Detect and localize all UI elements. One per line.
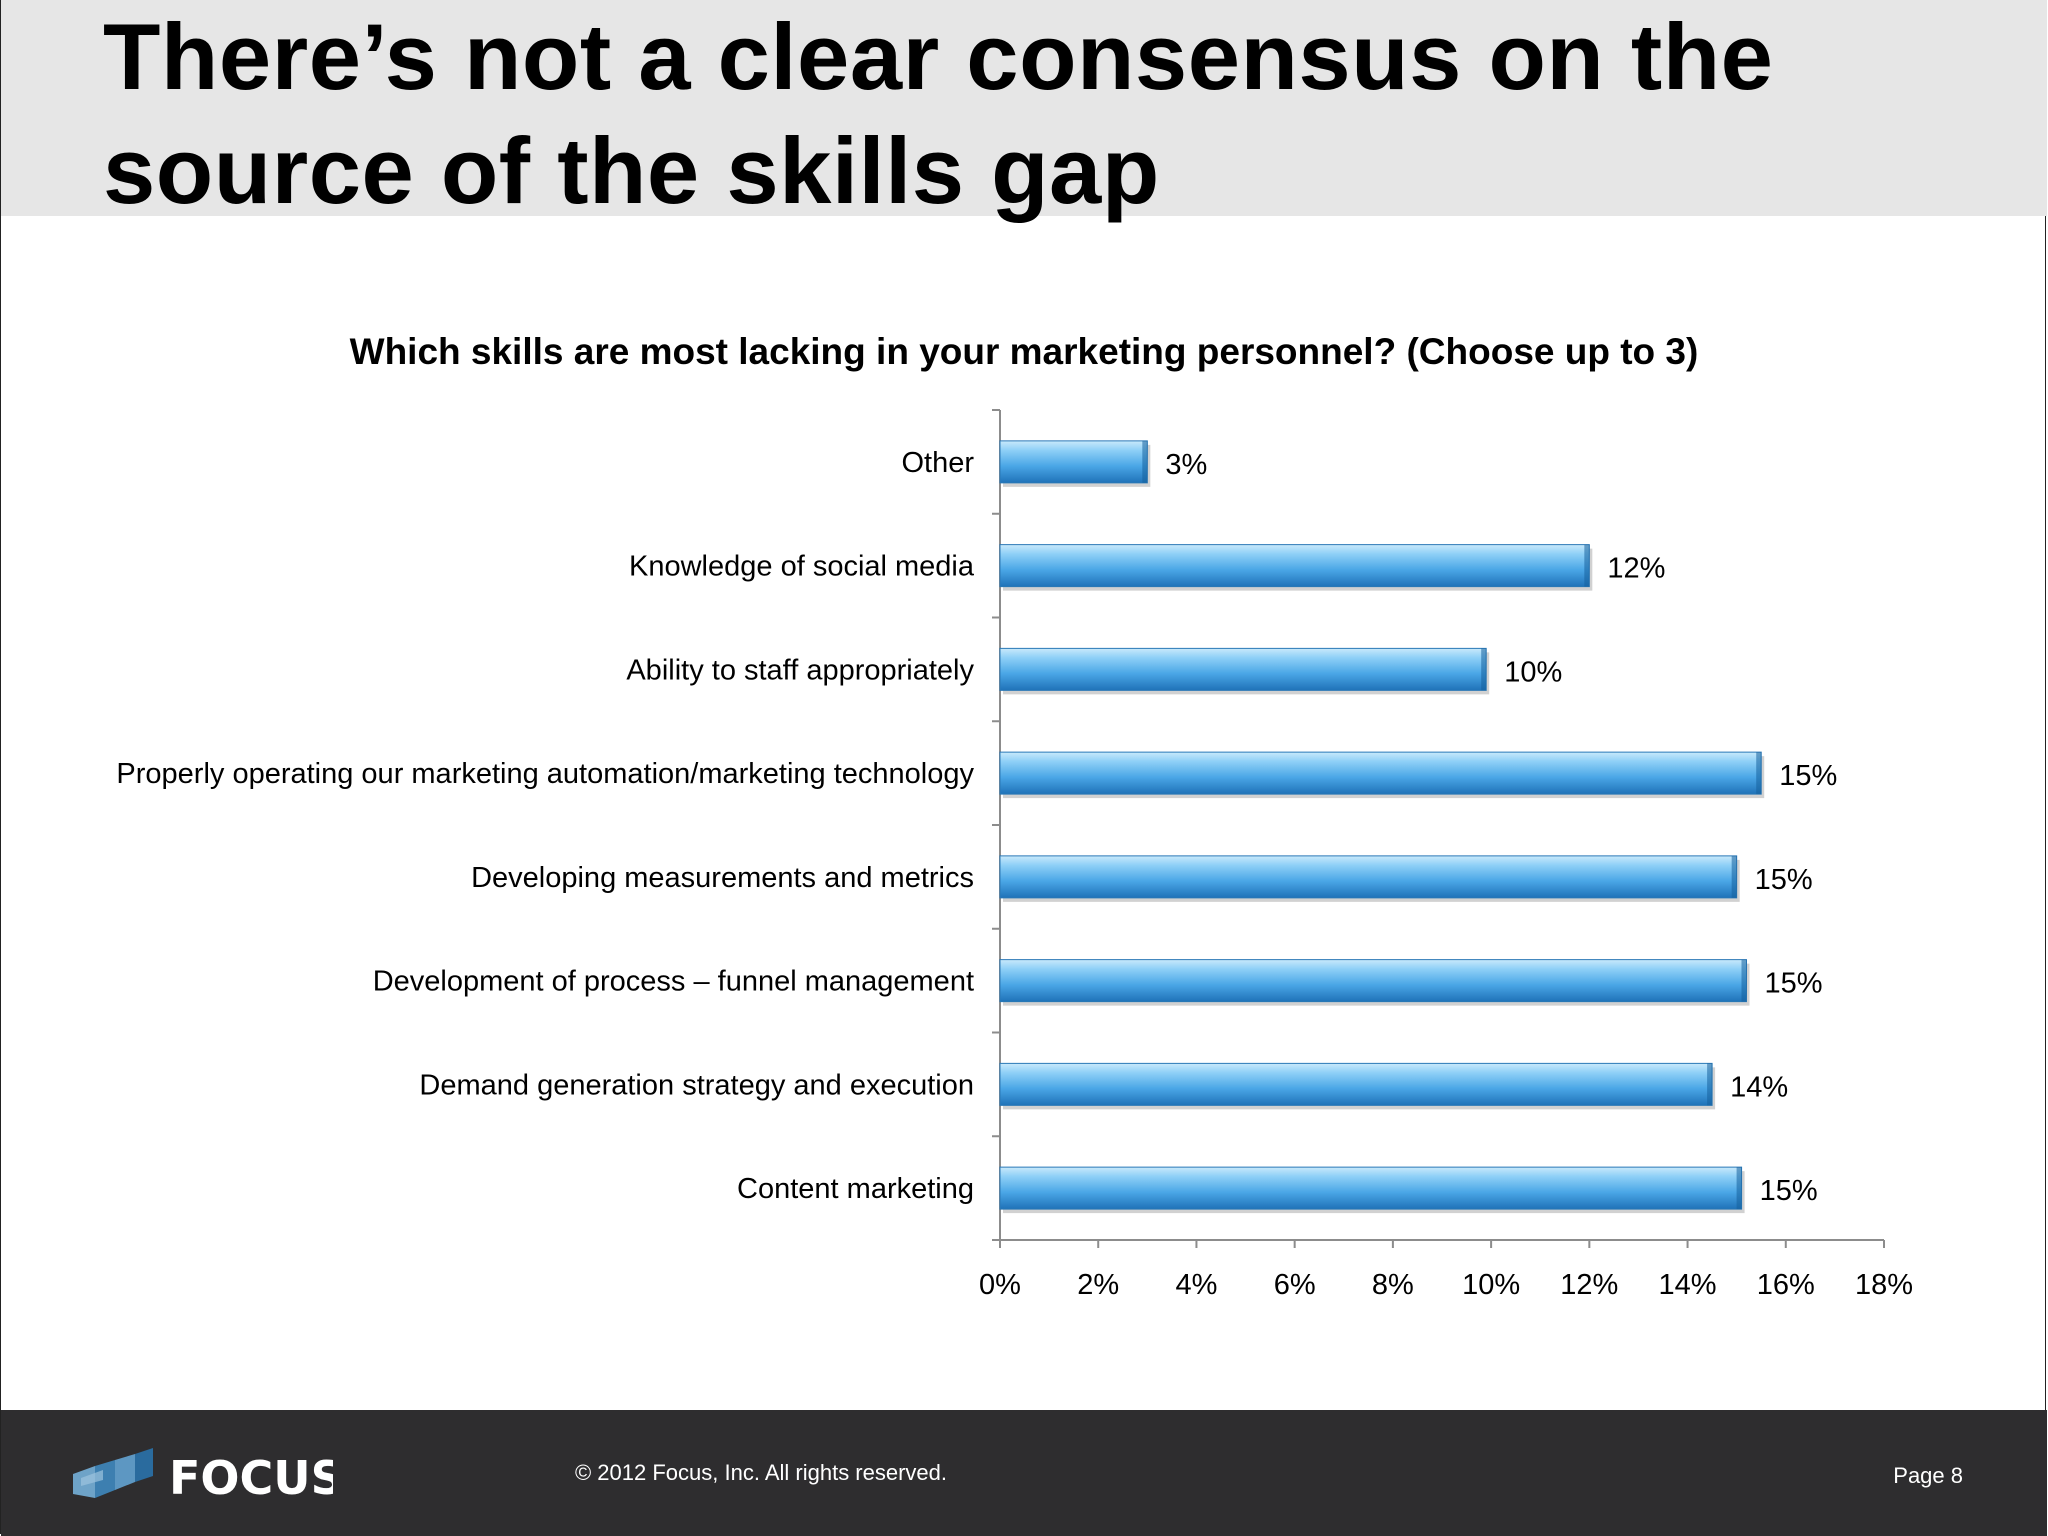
category-label: Properly operating our marketing automat… xyxy=(116,758,974,790)
slide-title-line-2: source of the skills gap xyxy=(103,118,1160,223)
bar xyxy=(999,544,1590,588)
bar xyxy=(999,751,1762,795)
focus-logo-text: FOCUS xyxy=(169,1451,333,1500)
title-band: There’s not a clear consensus on the sou… xyxy=(1,0,2047,223)
bar-edge xyxy=(1142,440,1148,483)
data-label: 3% xyxy=(1165,449,1207,481)
bar-edge xyxy=(1736,1167,1742,1210)
category-label: Demand generation strategy and execution xyxy=(419,1069,974,1101)
data-label: 12% xyxy=(1607,553,1665,585)
bar xyxy=(999,1062,1713,1106)
bar-edge xyxy=(1481,648,1487,691)
data-label: 15% xyxy=(1779,760,1837,792)
bar xyxy=(999,855,1738,899)
bar xyxy=(999,1166,1743,1210)
bar xyxy=(999,440,1148,484)
chart-title: Which skills are most lacking in your ma… xyxy=(350,331,1699,372)
data-label: 10% xyxy=(1504,656,1562,688)
category-label: Other xyxy=(901,447,974,479)
bar-edge xyxy=(1584,544,1590,587)
data-label: 15% xyxy=(1764,968,1822,1000)
page-number: Page 8 xyxy=(1893,1463,1963,1488)
bar xyxy=(999,647,1487,691)
category-label: Ability to staff appropriately xyxy=(626,654,974,686)
copyright-text: © 2012 Focus, Inc. All rights reserved. xyxy=(574,1460,948,1485)
bar-edge xyxy=(1731,855,1737,898)
bar-chart: Which skills are most lacking in your ma… xyxy=(116,331,1913,1301)
focus-logo-mark-icon xyxy=(73,1448,153,1498)
bar-edge xyxy=(1756,752,1762,795)
data-label: 15% xyxy=(1755,864,1813,896)
x-tick-label: 14% xyxy=(1659,1269,1717,1301)
category-label: Developing measurements and metrics xyxy=(471,862,974,894)
x-tick-label: 2% xyxy=(1077,1269,1119,1301)
x-tick-label: 6% xyxy=(1274,1269,1316,1301)
slide-title-line-1: There’s not a clear consensus on the xyxy=(103,4,1774,109)
x-tick-label: 0% xyxy=(979,1269,1021,1301)
x-tick-label: 12% xyxy=(1560,1269,1618,1301)
category-label: Development of process – funnel manageme… xyxy=(373,966,974,998)
data-label: 14% xyxy=(1730,1071,1788,1103)
plot-area: 0% 2% 4% 6% 8% 10% 12% 14% 16% 18% Other 3% Knowledg… xyxy=(116,409,1913,1301)
bar-edge xyxy=(1741,959,1747,1002)
bar-edge xyxy=(1707,1063,1713,1106)
data-label: 15% xyxy=(1760,1175,1818,1207)
focus-logo: FOCUS xyxy=(73,1448,333,1500)
bar xyxy=(999,959,1747,1003)
x-tick-label: 8% xyxy=(1372,1269,1414,1301)
x-tick-label: 4% xyxy=(1175,1269,1217,1301)
x-tick-label: 10% xyxy=(1462,1269,1520,1301)
x-tick-label: 16% xyxy=(1757,1269,1815,1301)
slide-title: There’s not a clear consensus on the sou… xyxy=(103,0,1773,228)
category-label: Knowledge of social media xyxy=(629,551,975,583)
category-label: Content marketing xyxy=(737,1173,974,1205)
x-tick-label: 18% xyxy=(1855,1269,1913,1301)
footer-bar: FOCUS © 2012 Focus, Inc. All rights rese… xyxy=(1,1410,2047,1536)
